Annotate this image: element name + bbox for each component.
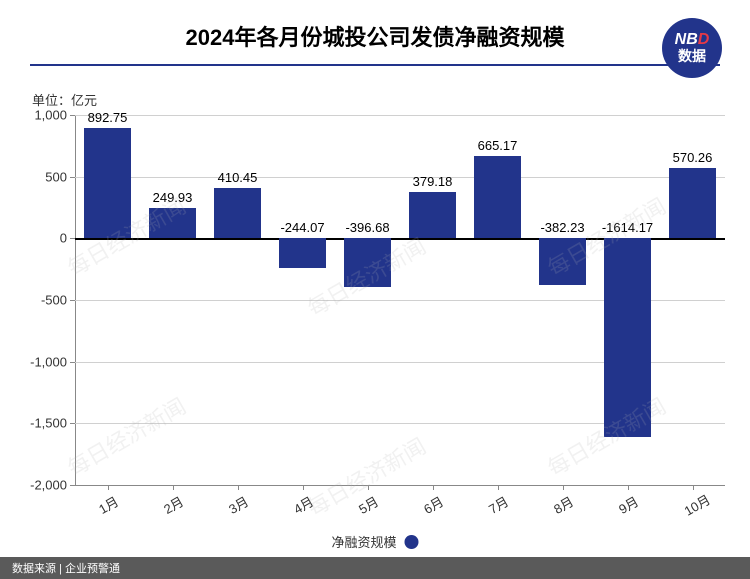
bar	[669, 168, 716, 238]
x-tick-label: 7月	[484, 491, 511, 518]
x-tick-label: 6月	[419, 491, 446, 518]
x-tick-label: 2月	[159, 491, 186, 518]
y-tick-label: -2,000	[30, 478, 67, 493]
y-tick-label: -1,000	[30, 354, 67, 369]
badge-letter-d: D	[698, 31, 710, 48]
chart-plot-area: 1,0005000-500-1,000-1,500-2,000892.751月2…	[75, 115, 725, 485]
legend-label: 净融资规模	[331, 532, 396, 551]
x-tick-label: 10月	[680, 489, 713, 519]
bar-value-label: 892.75	[88, 110, 128, 125]
bar-value-label: 249.93	[153, 190, 193, 205]
footer-text: 数据来源 | 企业预警通	[12, 560, 120, 576]
legend-swatch	[405, 535, 419, 549]
badge-line1: NBD	[675, 32, 710, 49]
bar	[474, 156, 521, 238]
bar-value-label: 379.18	[413, 174, 453, 189]
chart-title: 2024年各月份城投公司发债净融资规模	[0, 0, 750, 64]
x-tick-label: 4月	[289, 491, 316, 518]
bar-value-label: -382.23	[540, 220, 584, 235]
footer-bar: 数据来源 | 企业预警通	[0, 557, 750, 579]
x-tick-label: 9月	[614, 491, 641, 518]
x-tick-label: 8月	[549, 491, 576, 518]
bar-value-label: 665.17	[478, 138, 518, 153]
x-tick-label: 1月	[94, 491, 121, 518]
y-tick-label: 500	[45, 169, 67, 184]
bar-value-label: 570.26	[673, 150, 713, 165]
bar	[214, 188, 261, 239]
gridline	[75, 115, 725, 116]
bar-value-label: -396.68	[345, 220, 389, 235]
y-tick-mark	[70, 177, 75, 178]
title-underline	[30, 64, 720, 66]
bar	[604, 238, 651, 437]
y-tick-mark	[70, 423, 75, 424]
nbd-badge: NBD 数据	[662, 18, 722, 78]
badge-letter-n: N	[675, 31, 687, 48]
bar-value-label: -244.07	[280, 220, 324, 235]
y-tick-label: -1,500	[30, 416, 67, 431]
y-tick-label: 1,000	[34, 108, 67, 123]
bar	[279, 238, 326, 268]
y-tick-mark	[70, 362, 75, 363]
gridline	[75, 177, 725, 178]
bottom-axis-line	[75, 485, 725, 486]
unit-label: 单位：亿元	[32, 90, 97, 109]
y-tick-mark	[70, 115, 75, 116]
bar	[149, 208, 196, 239]
bar-value-label: -1614.17	[602, 220, 653, 235]
bar	[539, 238, 586, 285]
y-tick-mark	[70, 300, 75, 301]
legend: 净融资规模	[331, 532, 418, 551]
x-tick-label: 5月	[354, 491, 381, 518]
bar	[344, 238, 391, 287]
badge-line2: 数据	[678, 49, 706, 64]
y-tick-label: -500	[41, 293, 67, 308]
x-tick-label: 3月	[224, 491, 251, 518]
bar	[84, 128, 131, 238]
badge-letter-b: B	[686, 31, 698, 48]
y-tick-label: 0	[60, 231, 67, 246]
bar-value-label: 410.45	[218, 170, 258, 185]
bar	[409, 192, 456, 239]
